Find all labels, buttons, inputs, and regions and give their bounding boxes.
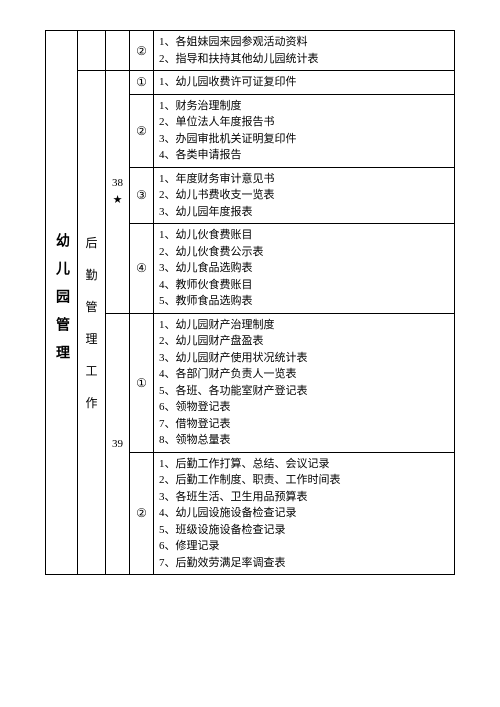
list-item: 4、各类申请报告: [159, 147, 449, 164]
items-cell: 1、后勤工作打算、总结、会议记录2、后勤工作制度、职责、工作时间表3、各班生活、…: [154, 452, 455, 575]
list-item: 2、幼儿园财产盘盈表: [159, 333, 449, 350]
list-item: 3、幼儿食品选购表: [159, 260, 449, 277]
num-cell: [106, 31, 130, 71]
num-38: 38★: [106, 71, 130, 314]
list-item: 3、幼儿园财产使用状况统计表: [159, 350, 449, 367]
list-item: 1、后勤工作打算、总结、会议记录: [159, 456, 449, 473]
num-39: 39: [106, 313, 130, 575]
list-item: 1、财务治理制度: [159, 98, 449, 115]
list-item: 2、指导和扶持其他幼儿园统计表: [159, 51, 449, 68]
list-item: 3、各班生活、卫生用品预算表: [159, 489, 449, 506]
items-cell: 1、幼儿伙食费账目2、幼儿伙食费公示表3、幼儿食品选购表4、教师伙食费账目5、教…: [154, 224, 455, 314]
list-item: 1、幼儿园财产治理制度: [159, 317, 449, 334]
items-cell: 1、年度财务审计意见书2、幼儿书费收支一览表3、幼儿园年度报表: [154, 167, 455, 224]
mark-cell: ①: [130, 71, 154, 95]
list-item: 5、教师食品选购表: [159, 293, 449, 310]
list-item: 2、单位法人年度报告书: [159, 114, 449, 131]
list-item: 2、后勤工作制度、职责、工作时间表: [159, 472, 449, 489]
items-cell: 1、财务治理制度2、单位法人年度报告书3、办园审批机关证明复印件4、各类申请报告: [154, 94, 455, 167]
mark-cell: ①: [130, 313, 154, 452]
subcategory-cell-top: [78, 31, 106, 71]
list-item: 2、幼儿伙食费公示表: [159, 244, 449, 261]
list-item: 1、年度财务审计意见书: [159, 171, 449, 188]
list-item: 3、幼儿园年度报表: [159, 204, 449, 221]
list-item: 6、修理记录: [159, 538, 449, 555]
list-item: 5、各班、各功能室财产登记表: [159, 383, 449, 400]
list-item: 6、领物登记表: [159, 399, 449, 416]
list-item: 4、幼儿园设施设备检查记录: [159, 505, 449, 522]
items-cell: 1、幼儿园财产治理制度2、幼儿园财产盘盈表3、幼儿园财产使用状况统计表4、各部门…: [154, 313, 455, 452]
mark-cell: ②: [130, 94, 154, 167]
list-item: 1、幼儿园收费许可证复印件: [159, 74, 449, 91]
list-item: 4、各部门财产负责人一览表: [159, 366, 449, 383]
mark-cell: ④: [130, 224, 154, 314]
list-item: 8、领物总量表: [159, 432, 449, 449]
subcategory-logistics: 后勤管理工作: [78, 71, 106, 575]
mark-cell: ②: [130, 452, 154, 575]
list-item: 1、幼儿伙食费账目: [159, 227, 449, 244]
list-item: 4、教师伙食费账目: [159, 277, 449, 294]
mark-cell: ②: [130, 31, 154, 71]
mark-cell: ③: [130, 167, 154, 224]
items-cell: 1、幼儿园收费许可证复印件: [154, 71, 455, 95]
list-item: 5、班级设施设备检查记录: [159, 522, 449, 539]
category-kindergarten-mgmt: 幼儿园管理: [46, 31, 78, 575]
list-item: 7、借物登记表: [159, 416, 449, 433]
list-item: 7、后勤效劳满足率调查表: [159, 555, 449, 572]
list-item: 1、各姐妹园来园参观活动资料: [159, 34, 449, 51]
list-item: 2、幼儿书费收支一览表: [159, 187, 449, 204]
items-cell: 1、各姐妹园来园参观活动资料2、指导和扶持其他幼儿园统计表: [154, 31, 455, 71]
list-item: 3、办园审批机关证明复印件: [159, 131, 449, 148]
